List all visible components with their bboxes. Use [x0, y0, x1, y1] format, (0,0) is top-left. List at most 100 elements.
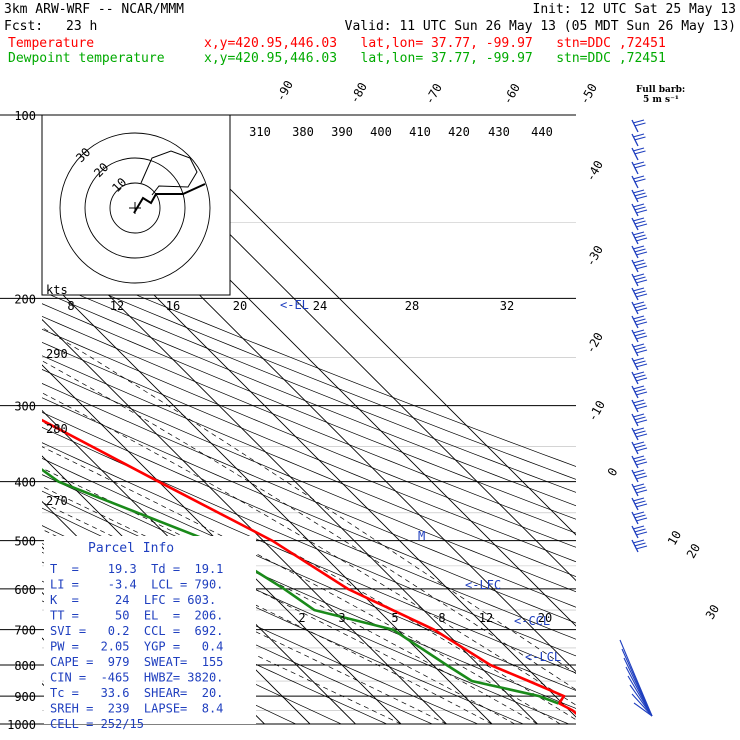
- isotherm-label: -80: [347, 80, 370, 106]
- dry-adiabat: [42, 290, 576, 507]
- wind-barb-flag: [635, 349, 648, 354]
- barb-legend-value: 5 m s⁻¹: [643, 95, 679, 105]
- wind-barb-flag: [632, 357, 645, 362]
- wind-barb-flag: [635, 503, 648, 508]
- isotherm-label: -30: [583, 243, 606, 269]
- parcel-info-title: Parcel Info: [88, 541, 174, 556]
- temperature-legend: Temperature: [8, 36, 95, 51]
- wind-barb-flag: [632, 427, 645, 432]
- wind-barb-flag: [632, 329, 645, 334]
- wind-barb-flag: [635, 531, 648, 536]
- el-marker: <-EL: [280, 298, 309, 312]
- wind-barb-flag: [634, 262, 646, 267]
- wind-barb-flag: [634, 458, 646, 463]
- wind-barb-flag: [635, 545, 648, 550]
- parcel-info-line: LI = -3.4 LCL = 790.: [50, 578, 223, 592]
- wind-barb: [627, 675, 653, 717]
- wind-barb: [631, 693, 653, 717]
- dewpoint-location: x,y=420.95,446.03 lat,lon= 37.77, -99.97…: [204, 51, 666, 66]
- wind-barb-flag: [635, 489, 648, 494]
- wind-barb-flag: [634, 220, 646, 225]
- dry-adiabat: [42, 442, 576, 674]
- wind-barbs: [619, 119, 653, 717]
- parcel-info-line: Tc = 33.6 SHEAR= 20.: [50, 686, 223, 700]
- isotherm-label: -10: [585, 398, 608, 424]
- mixing-ratio-label: 16: [166, 299, 180, 313]
- mixing-ratio-label: 24: [313, 299, 327, 313]
- pressure-tick-label: 300: [14, 400, 36, 414]
- wind-barb-flag: [632, 441, 645, 446]
- isotherm-label: 10: [665, 528, 684, 548]
- wind-barb-flag: [635, 377, 648, 382]
- wind-barb-flag: [635, 293, 648, 298]
- wind-barb-flag: [632, 497, 645, 502]
- isotherm-line: [42, 227, 538, 724]
- hodograph-storm-trace: [140, 150, 198, 196]
- valid-time: Valid: 11 UTC Sun 26 May 13 (05 MDT Sun …: [344, 19, 736, 34]
- theta-label: 380: [292, 125, 314, 139]
- parcel-info-line: T = 19.3 Td = 19.1: [50, 562, 223, 576]
- wind-barb-flag: [632, 399, 645, 404]
- theta-label: 390: [331, 125, 353, 139]
- wind-barb-flag: [632, 539, 645, 544]
- theta-label: 400: [370, 125, 392, 139]
- mixing-ratio-label: 8: [438, 611, 445, 625]
- isotherm-label: -50: [577, 81, 600, 107]
- wind-barb-flag: [635, 209, 648, 214]
- wind-barb-flag: [634, 542, 646, 547]
- wind-barb-flag: [632, 189, 645, 194]
- parcel-info-line: PW = 2.05 YGP = 0.4: [50, 640, 223, 654]
- mixing-ratio-label: 20: [538, 611, 552, 625]
- wind-barb-flag: [635, 321, 648, 326]
- parcel-info-lines: T = 19.3 Td = 19.1 LI = -3.4 LCL = 790.K …: [50, 562, 223, 731]
- pressure-tick-label: 500: [14, 535, 36, 549]
- temperature-location: x,y=420.95,446.03 lat,lon= 37.77, -99.97…: [204, 36, 666, 51]
- mixing-ratio-label: 12: [479, 611, 493, 625]
- wind-barb-flag: [634, 416, 646, 421]
- wind-barb-flag: [634, 164, 646, 169]
- wind-barb-flag: [632, 287, 645, 292]
- wind-barb-flag: [634, 360, 646, 365]
- hodograph-trace: [133, 183, 206, 214]
- parcel-info-line: TT = 50 EL = 206.: [50, 609, 223, 623]
- wind-barb-flag: [632, 119, 645, 124]
- wind-barb-flag: [634, 444, 646, 449]
- parcel-info-line: SVI = 0.2 CCL = 692.: [50, 624, 223, 638]
- wind-barb-flag: [634, 290, 646, 295]
- mixing-ratio-label: 28: [405, 299, 419, 313]
- lcl-marker: <-LCL: [525, 650, 561, 664]
- wind-barb-flag: [635, 419, 648, 424]
- wind-barb-flag: [634, 206, 646, 211]
- dry-adiabat: [42, 383, 576, 608]
- mixing-ratio-label: 32: [500, 299, 514, 313]
- wind-barb-flag: [634, 178, 646, 183]
- barb-legend-title: Full barb:: [636, 85, 685, 95]
- pressure-tick-label: 400: [14, 476, 36, 490]
- theta-label: 430: [488, 125, 510, 139]
- dry-adiabat: [42, 328, 576, 548]
- dewpoint-line: [42, 468, 559, 705]
- wind-barb-flag: [632, 483, 645, 488]
- wind-barb-flag: [635, 447, 648, 452]
- pressure-tick-label: 900: [14, 690, 36, 704]
- dry-adiabat: [42, 255, 576, 467]
- dry-adiabat: [42, 426, 576, 657]
- wind-barb-flag: [632, 469, 645, 474]
- wind-barb-flag: [632, 245, 645, 250]
- wind-barb-flag: [634, 150, 646, 155]
- wind-barb-flag: [632, 511, 645, 516]
- dry-adiabat: [42, 369, 576, 593]
- isotherm-label: 30: [703, 602, 722, 622]
- wind-barb-flag: [634, 136, 646, 141]
- wind-barb-flag: [635, 223, 648, 228]
- mixing-ratio-label: 5: [391, 611, 398, 625]
- parcel-info-line: K = 24 LFC = 603.: [50, 593, 216, 607]
- theta-label: 410: [409, 125, 431, 139]
- hodograph-units: kts: [46, 283, 68, 297]
- hodograph-ring: [84, 157, 186, 259]
- wind-barb-flag: [634, 318, 646, 323]
- wind-barb-flag: [632, 385, 645, 390]
- pressure-tick-label: 700: [14, 624, 36, 638]
- isotherm-label: -60: [500, 81, 523, 107]
- wind-barb-flag: [635, 307, 648, 312]
